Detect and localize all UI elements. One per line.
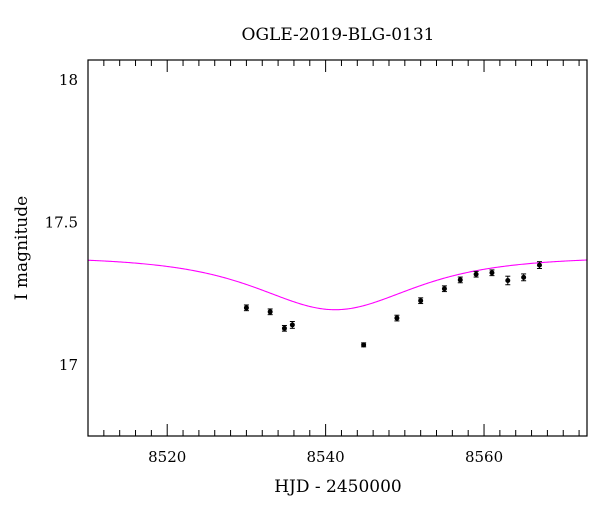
x-axis-label: HJD - 2450000	[274, 477, 402, 497]
plot-frame	[87, 59, 588, 437]
data-point	[281, 325, 287, 331]
data-point	[394, 315, 400, 321]
y-tick-label: 18	[59, 71, 78, 89]
data-point	[441, 286, 447, 292]
x-tick-label: 8540	[307, 448, 345, 466]
y-tick-label: 17.5	[45, 213, 78, 231]
x-tick-label: 8520	[148, 448, 186, 466]
data-point	[267, 309, 273, 315]
x-tick-label: 8560	[465, 448, 503, 466]
data-point	[473, 271, 479, 277]
data-point	[418, 298, 424, 304]
data-point	[457, 277, 463, 283]
y-axis-ticks: 17 17.5 18	[45, 71, 78, 374]
data-point	[243, 305, 249, 311]
x-axis-ticks: 8520 8540 8560	[87, 60, 580, 466]
model-curve	[87, 259, 588, 311]
data-point	[361, 342, 367, 348]
plot-area	[87, 259, 588, 348]
y-tick-label: 17	[59, 356, 78, 374]
data-point	[536, 262, 542, 268]
chart-title: OGLE-2019-BLG-0131	[242, 25, 435, 45]
y-axis-label: I magnitude	[12, 196, 32, 300]
data-point	[521, 274, 527, 280]
data-point	[489, 270, 495, 276]
data-point	[289, 322, 295, 328]
data-point	[505, 277, 511, 283]
